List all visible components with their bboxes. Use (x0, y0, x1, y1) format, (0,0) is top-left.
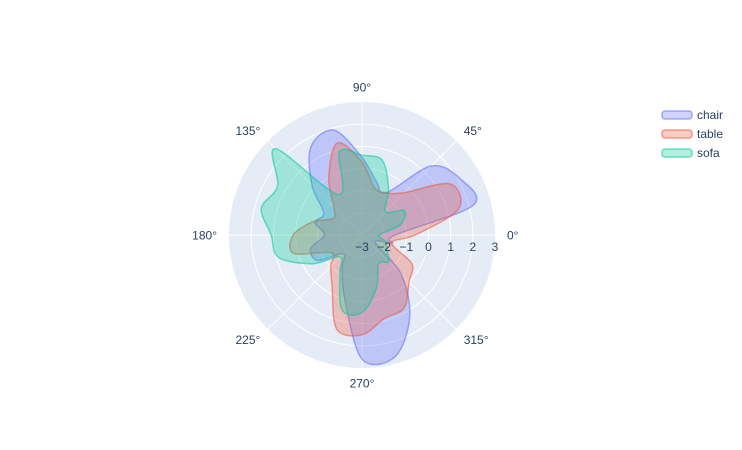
radial-tick-label: −3 (355, 240, 369, 254)
legend-item-sofa[interactable]: sofa (661, 146, 720, 160)
angular-tick-label: 225° (235, 333, 260, 347)
angular-tick-label: 180° (192, 229, 217, 243)
angular-tick-label: 90° (353, 81, 371, 95)
angular-tick-label: 135° (235, 124, 260, 138)
legend-swatch (661, 129, 693, 139)
legend-swatch (661, 148, 693, 158)
angular-tick-label: 45° (464, 124, 482, 138)
legend-swatch (661, 110, 693, 120)
radial-tick-label: 1 (447, 240, 454, 254)
legend-label: sofa (697, 146, 720, 160)
angular-gridline (267, 140, 363, 236)
legend-item-table[interactable]: table (661, 127, 723, 141)
radial-tick-label: −1 (399, 240, 413, 254)
angular-tick-label: 0° (507, 229, 519, 243)
polar-axis-labels: 0° 45° 90° 135° 180° 225° 270° 315° −3 −2 −1 0 1 2 3 (192, 81, 519, 391)
radial-tick-label: 0 (425, 240, 432, 254)
legend-label: chair (697, 108, 723, 122)
angular-tick-label: 315° (464, 333, 489, 347)
legend-label: table (697, 127, 723, 141)
angular-gridline (361, 140, 457, 236)
series-area-sofa[interactable] (260, 148, 407, 316)
legend-item-chair[interactable]: chair (661, 108, 723, 122)
series-area-table[interactable] (289, 141, 462, 337)
radial-tick-label: −2 (377, 240, 391, 254)
polar-traces (260, 129, 478, 366)
radial-tick-label: 3 (492, 240, 499, 254)
polar-grid (229, 102, 495, 368)
angular-tick-label: 270° (350, 377, 375, 391)
radial-tick-label: 2 (469, 240, 476, 254)
legend: chair table sofa (661, 108, 723, 160)
angular-gridline (267, 234, 363, 330)
